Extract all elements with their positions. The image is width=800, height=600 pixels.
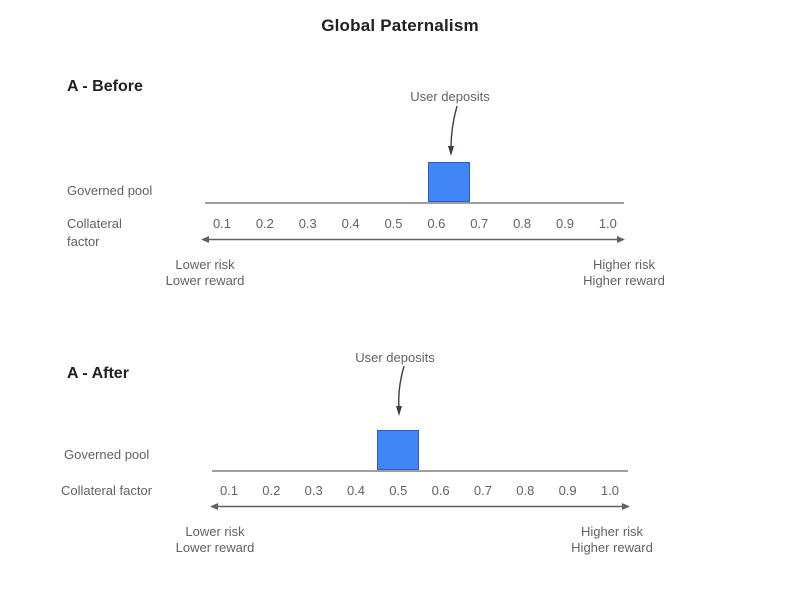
caption-line: Higher reward: [571, 540, 653, 555]
tick-label: 0.5: [389, 483, 408, 498]
tick-label: 0.7: [473, 483, 492, 498]
caption-line: Lower reward: [165, 273, 245, 288]
tick-label: 1.0: [600, 483, 619, 498]
tick-label: 0.3: [304, 483, 323, 498]
caption-lower-risk-before: Lower risk Lower reward: [135, 257, 275, 289]
collateral-ticks-after: 0.1 0.2 0.3 0.4 0.5 0.6 0.7 0.8 0.9 1.0: [216, 483, 623, 498]
tick-label: 0.3: [298, 216, 317, 231]
caption-line: Lower risk: [175, 257, 235, 272]
tick-label: 0.7: [470, 216, 489, 231]
tick-label: 0.6: [427, 216, 446, 231]
user-deposits-label-after: User deposits: [355, 350, 435, 365]
pool-baseline-before: [205, 202, 624, 204]
caption-higher-risk-after: Higher risk Higher reward: [542, 524, 682, 556]
pool-baseline-after: [212, 470, 628, 472]
tick-label: 0.9: [558, 483, 577, 498]
collateral-factor-label-after: Collateral factor: [61, 483, 153, 498]
tick-label: 0.1: [212, 216, 232, 231]
user-deposits-label-before: User deposits: [410, 89, 490, 104]
tick-label: 0.1: [219, 483, 239, 498]
governed-pool-label-after: Governed pool: [64, 447, 150, 462]
tick-label: 0.9: [555, 216, 575, 231]
collateral-factor-label-before-line2: factor: [67, 234, 100, 249]
governed-pool-label-before: Governed pool: [67, 183, 153, 198]
risk-axis-arrow-after: [210, 503, 630, 510]
section-heading-before: A - Before: [67, 78, 143, 96]
collateral-ticks-before: 0.1 0.2 0.3 0.4 0.5 0.6 0.7 0.8 0.9 1.0: [209, 216, 621, 231]
tick-label: 0.4: [341, 216, 360, 231]
deposit-pointer-arrow-icon-after: [396, 365, 405, 416]
caption-higher-risk-before: Higher risk Higher reward: [554, 257, 694, 289]
tick-label: 0.6: [431, 483, 450, 498]
caption-line: Lower reward: [175, 540, 255, 555]
user-deposits-box-after: [377, 430, 420, 470]
tick-label: 1.0: [598, 216, 617, 231]
risk-axis-arrow-before: [201, 236, 625, 243]
tick-label: 0.8: [513, 216, 532, 231]
tick-label: 0.5: [384, 216, 403, 231]
caption-line: Lower risk: [185, 524, 245, 539]
caption-line: Higher risk: [580, 524, 644, 539]
caption-lower-risk-after: Lower risk Lower reward: [145, 524, 285, 556]
tick-label: 0.2: [255, 216, 274, 231]
caption-line: Higher risk: [592, 257, 656, 272]
tick-label: 0.4: [346, 483, 366, 498]
caption-line: Higher reward: [583, 273, 665, 288]
diagram-title: Global Paternalism: [321, 16, 479, 35]
tick-label: 0.2: [262, 483, 281, 498]
section-heading-after: A - After: [67, 365, 129, 383]
collateral-factor-label-before-line1: Collateral: [67, 216, 122, 231]
tick-label: 0.8: [516, 483, 535, 498]
deposit-pointer-arrow-icon-before: [448, 105, 458, 156]
user-deposits-box-before: [428, 162, 471, 202]
